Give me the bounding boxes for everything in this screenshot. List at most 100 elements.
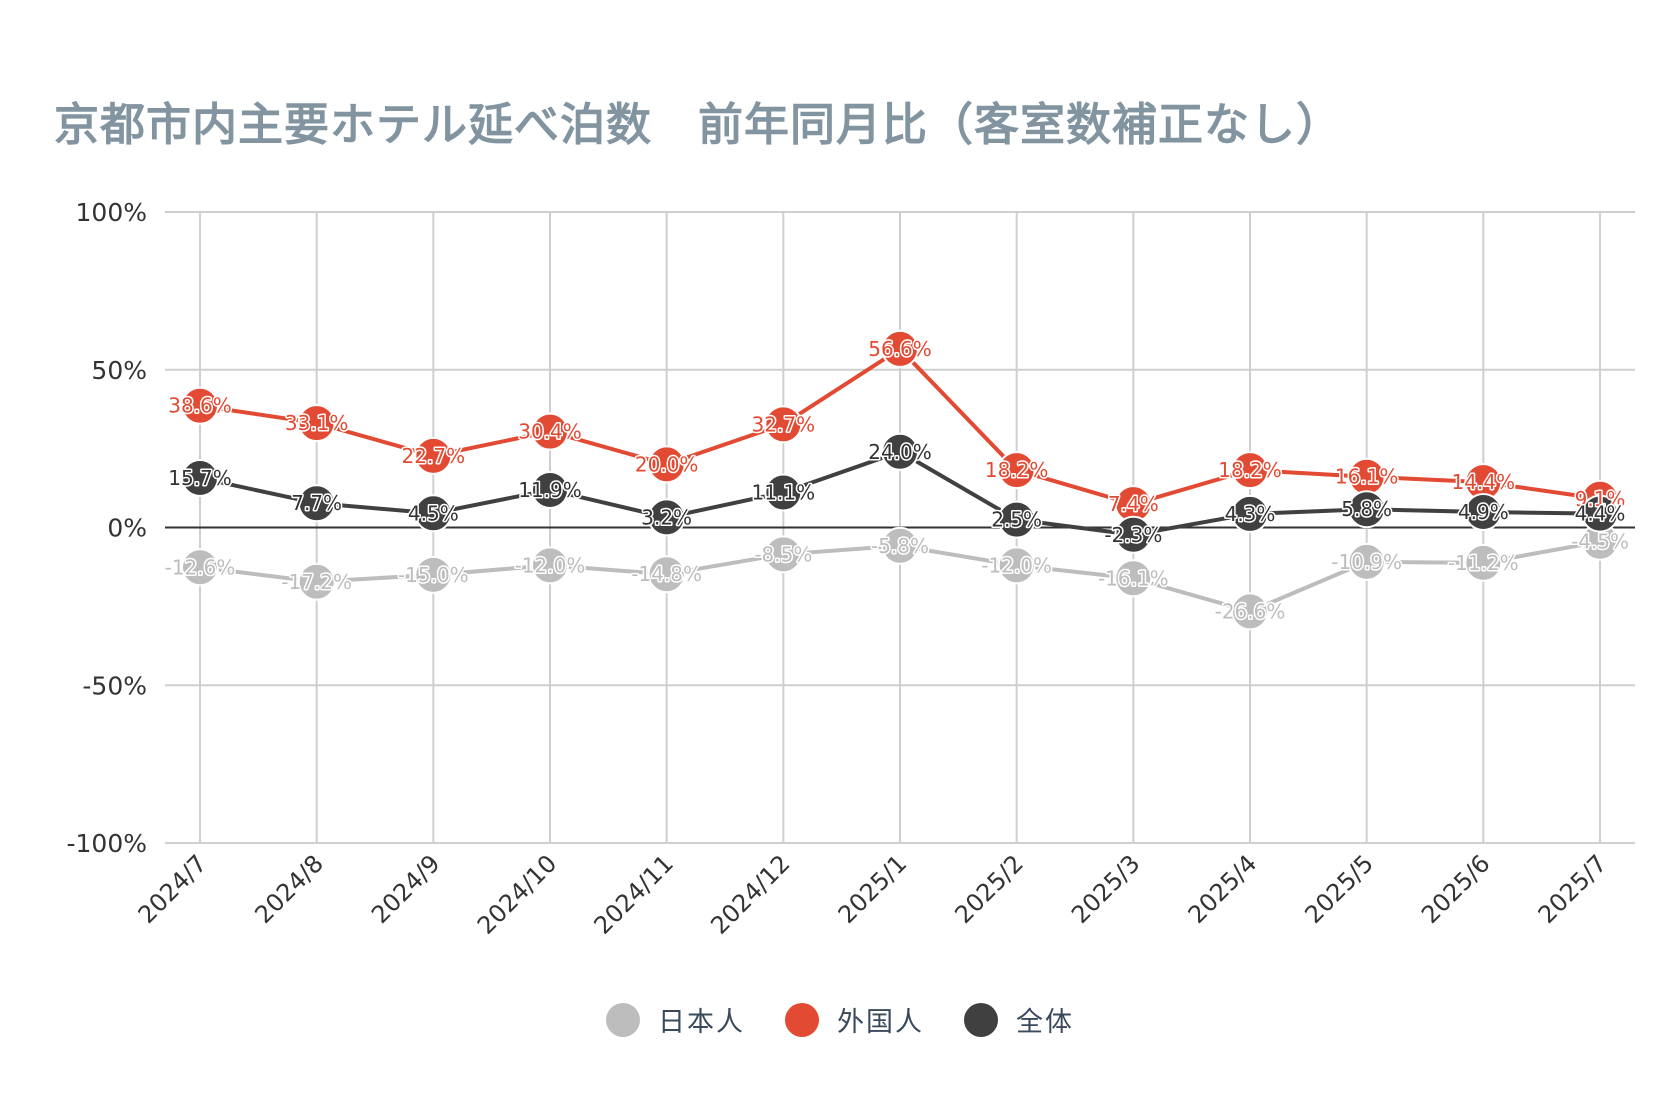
legend-marker bbox=[964, 1002, 998, 1037]
data-point bbox=[181, 548, 219, 587]
y-tick-label: 0% bbox=[107, 514, 147, 543]
data-point bbox=[1347, 490, 1386, 529]
series-lines bbox=[181, 329, 1619, 631]
data-label: 20.0% bbox=[635, 452, 699, 476]
data-label: 33.1% bbox=[285, 411, 349, 435]
data-point bbox=[997, 500, 1036, 539]
legend-item: 日本人 bbox=[606, 1000, 745, 1039]
chart-title: 京都市内主要ホテル延べ泊数 前年同月比（客室数補正なし） bbox=[54, 98, 1343, 151]
data-label: -14.8% bbox=[631, 562, 702, 586]
data-point bbox=[1114, 515, 1153, 554]
data-label: 4.3% bbox=[1225, 502, 1276, 526]
data-point bbox=[531, 470, 569, 509]
data-label: 11.9% bbox=[518, 478, 582, 502]
data-label: 7.4% bbox=[1108, 492, 1159, 516]
data-label: 18.2% bbox=[985, 458, 1049, 482]
x-tick-label: 2025/5 bbox=[1299, 849, 1379, 929]
data-point bbox=[647, 555, 686, 594]
legend-label: 外国人 bbox=[837, 1007, 924, 1038]
data-label: -11.2% bbox=[1448, 551, 1519, 575]
data-label: 7.7% bbox=[291, 491, 342, 515]
legend-marker bbox=[606, 1002, 640, 1037]
data-point bbox=[647, 445, 686, 484]
data-label: -17.2% bbox=[281, 570, 352, 594]
x-tick-label: 2025/2 bbox=[949, 849, 1029, 929]
data-label: 16.1% bbox=[1335, 465, 1399, 489]
x-tick-label: 2024/9 bbox=[366, 849, 446, 929]
data-label: -12.0% bbox=[515, 553, 586, 577]
data-point bbox=[1581, 494, 1619, 533]
data-point bbox=[647, 498, 686, 537]
legend-label: 日本人 bbox=[658, 1007, 745, 1038]
legend-item: 全体 bbox=[964, 1000, 1074, 1039]
x-tick-label: 2025/1 bbox=[833, 849, 913, 929]
x-tick-label: 2025/3 bbox=[1066, 849, 1146, 929]
data-label: -2.3% bbox=[1104, 523, 1162, 547]
data-point bbox=[414, 494, 453, 533]
data-label: 15.7% bbox=[168, 466, 232, 490]
data-label: 22.7% bbox=[402, 444, 466, 468]
data-point bbox=[764, 405, 803, 444]
data-labels: -12.6% -17.2% -15.0% -12.0% -14.8% -8.5% -5.8%… bbox=[163, 335, 1630, 624]
x-tick-label: 2025/4 bbox=[1183, 849, 1263, 929]
data-label: 56.6% bbox=[868, 337, 932, 361]
y-tick-label: 100% bbox=[76, 198, 147, 227]
data-label: 24.0% bbox=[868, 440, 932, 464]
data-point bbox=[414, 555, 453, 594]
data-point bbox=[297, 484, 336, 523]
data-point bbox=[297, 562, 336, 601]
data-point bbox=[764, 473, 803, 512]
data-label: -4.5% bbox=[1571, 530, 1629, 554]
x-tick-label: 2024/10 bbox=[472, 849, 562, 939]
x-tick-label: 2025/6 bbox=[1416, 849, 1496, 929]
data-point bbox=[997, 546, 1036, 585]
legend-marker bbox=[785, 1002, 819, 1037]
data-label: -16.1% bbox=[1098, 566, 1169, 590]
data-label: -5.8% bbox=[871, 534, 929, 558]
x-tick-label: 2024/7 bbox=[133, 849, 213, 929]
data-point bbox=[1231, 592, 1269, 631]
data-label: 32.7% bbox=[752, 412, 816, 436]
data-point bbox=[997, 451, 1036, 490]
x-tick-label: 2025/7 bbox=[1533, 849, 1613, 929]
data-point bbox=[181, 458, 219, 497]
data-label: 14.4% bbox=[1452, 470, 1516, 494]
data-label: 38.6% bbox=[168, 394, 232, 418]
data-point bbox=[1347, 542, 1386, 581]
data-point bbox=[1464, 543, 1503, 582]
data-point bbox=[1231, 451, 1269, 490]
data-label: -12.0% bbox=[981, 553, 1052, 577]
data-label: -26.6% bbox=[1215, 599, 1286, 623]
x-tick-label: 2024/12 bbox=[705, 849, 795, 939]
legend: 日本人 外国人 全体 bbox=[0, 1000, 1680, 1039]
data-point bbox=[1231, 494, 1269, 533]
data-label: 2.5% bbox=[991, 508, 1042, 532]
data-label: 3.2% bbox=[641, 505, 692, 529]
y-tick-label: 50% bbox=[91, 356, 147, 385]
x-tick-label: 2024/8 bbox=[249, 849, 329, 929]
data-point bbox=[297, 404, 336, 443]
data-point bbox=[531, 412, 569, 451]
data-point bbox=[881, 526, 919, 565]
data-label: -8.5% bbox=[754, 542, 812, 566]
data-label: -12.6% bbox=[165, 555, 236, 579]
data-label: 4.9% bbox=[1458, 500, 1509, 524]
legend-label: 全体 bbox=[1016, 1007, 1074, 1038]
data-point bbox=[764, 535, 803, 574]
data-label: 30.4% bbox=[518, 420, 582, 444]
data-label: 18.2% bbox=[1218, 458, 1282, 482]
data-label: 5.8% bbox=[1341, 497, 1392, 521]
y-tick-label: -100% bbox=[67, 829, 148, 858]
data-point bbox=[531, 546, 569, 585]
data-label: 11.1% bbox=[752, 480, 816, 504]
legend-item: 外国人 bbox=[785, 1000, 924, 1039]
data-label: -15.0% bbox=[398, 563, 469, 587]
x-tick-label: 2024/11 bbox=[589, 849, 679, 939]
data-point bbox=[414, 436, 453, 475]
data-point bbox=[1464, 493, 1503, 532]
data-point bbox=[1114, 559, 1153, 598]
data-label: 4.4% bbox=[1575, 502, 1626, 526]
y-tick-label: -50% bbox=[82, 671, 147, 700]
data-label: 4.5% bbox=[408, 501, 459, 525]
data-point bbox=[181, 386, 219, 425]
